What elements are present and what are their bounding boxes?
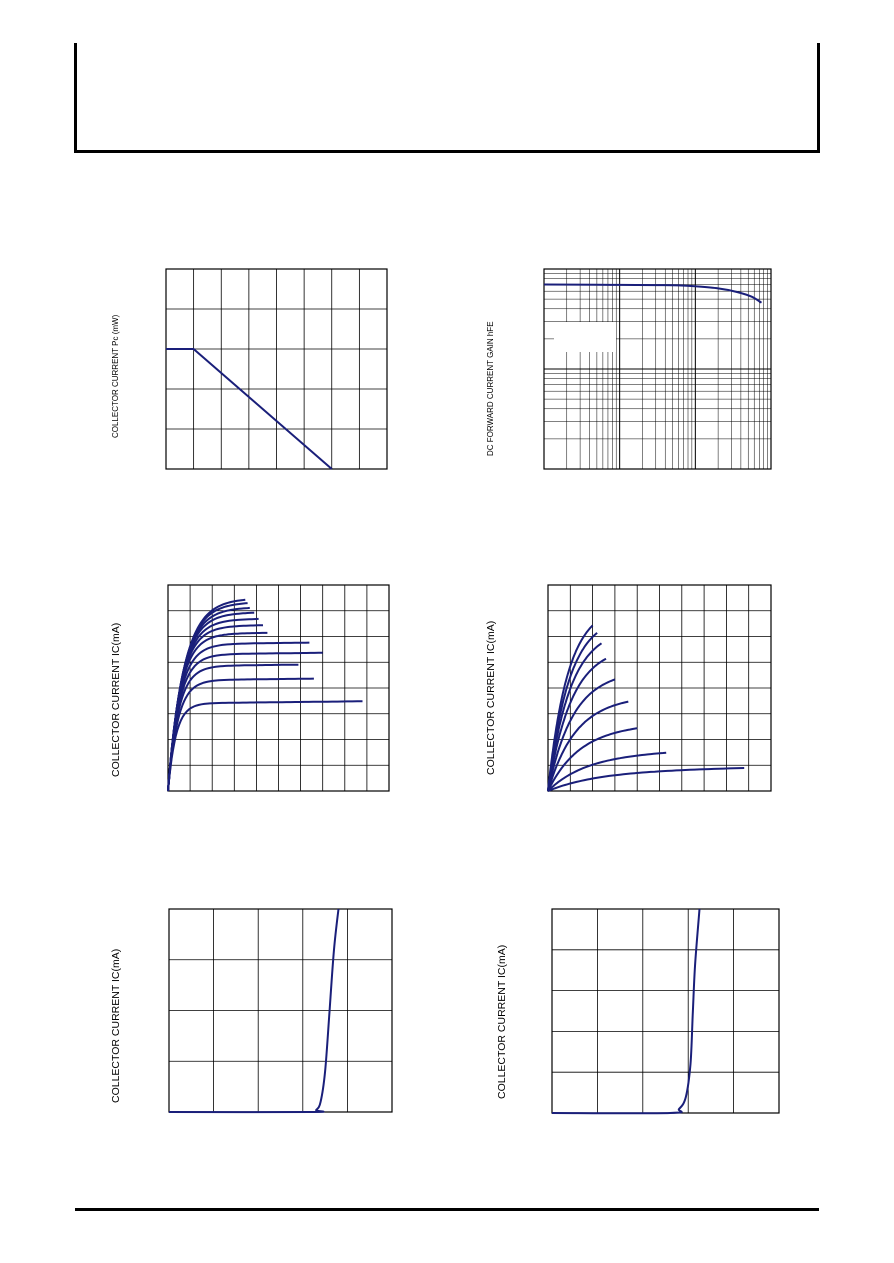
plot-frame (167, 584, 390, 792)
plot-frame (547, 584, 772, 792)
series-line (166, 348, 333, 470)
series-line (167, 598, 246, 792)
series-line (168, 908, 340, 1114)
series-line (547, 727, 638, 792)
header-frame (74, 43, 820, 153)
plot-frame (551, 908, 780, 1114)
footer-rule (75, 1208, 819, 1211)
series-line (543, 283, 763, 304)
plot-frame (165, 268, 388, 470)
series-line (547, 700, 629, 792)
series-line (547, 624, 594, 792)
plot-frame (543, 268, 772, 470)
series-line (547, 767, 745, 792)
legend-area (554, 322, 616, 352)
series-line (551, 908, 701, 1115)
series-line (167, 700, 363, 792)
series-line (547, 751, 667, 792)
